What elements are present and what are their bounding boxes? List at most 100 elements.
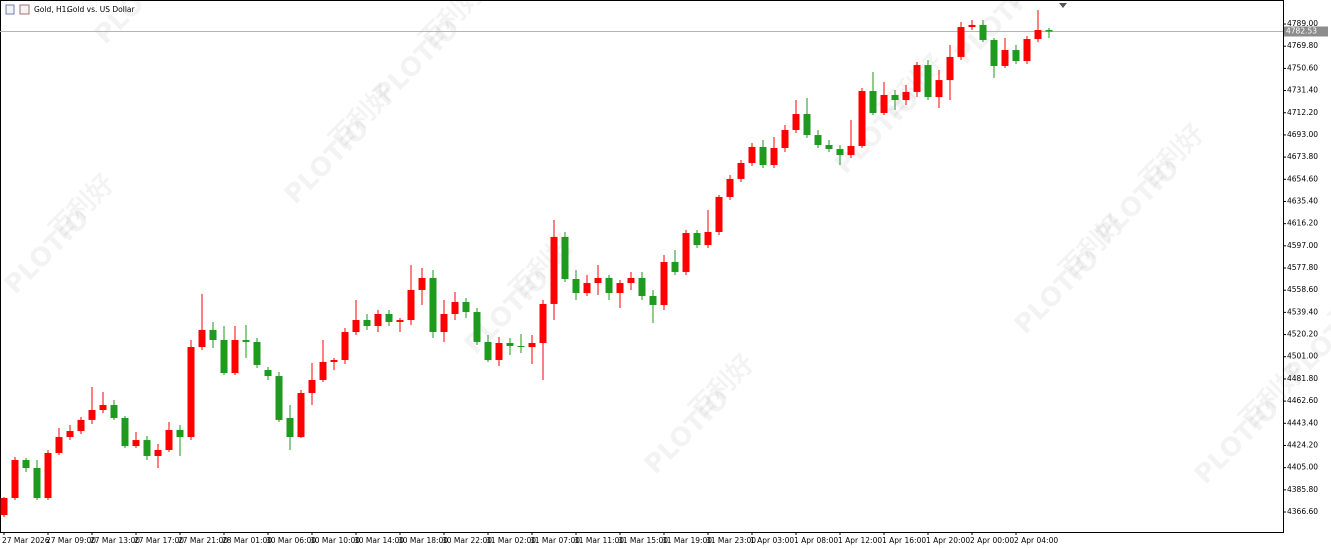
candle-body (605, 277, 613, 293)
candle-body (451, 301, 459, 314)
candle-body (44, 452, 52, 499)
y-tick-label: 4481.80 (1287, 374, 1318, 383)
y-tick-label: 4558.60 (1287, 285, 1318, 294)
menu-icon[interactable] (5, 4, 15, 15)
candle-body (55, 437, 63, 453)
y-tick-label: 4673.80 (1287, 152, 1318, 161)
candle-body (341, 332, 349, 360)
candle-body (704, 231, 712, 246)
candle-body (627, 277, 635, 284)
candle-body (836, 149, 844, 156)
y-tick-label: 4405.00 (1287, 463, 1318, 472)
candle-body (792, 114, 800, 130)
x-tick-label: 30 Mar 06:00 (266, 536, 316, 545)
y-tick-label: 4501.00 (1287, 352, 1318, 361)
candle-body (1034, 30, 1042, 40)
candle-body (66, 431, 74, 438)
x-tick-label: 30 Mar 18:00 (398, 536, 448, 545)
candle-body (286, 417, 294, 438)
candle-body (396, 320, 404, 322)
candle-body (847, 146, 855, 156)
candle-body (737, 163, 745, 179)
candle-body (539, 303, 547, 343)
candle-body (726, 178, 734, 197)
candle-body (22, 460, 30, 468)
candle-body (715, 196, 723, 232)
y-tick-label: 4366.60 (1287, 507, 1318, 516)
candle-body (440, 313, 448, 333)
candle-body (11, 460, 19, 499)
price-label: 4782.53 (1286, 27, 1317, 36)
candle-body (308, 379, 316, 394)
candle-body (517, 346, 525, 348)
candle-body (198, 329, 206, 348)
candle-body (781, 129, 789, 148)
candle-body (649, 295, 657, 305)
candle-body (880, 94, 888, 113)
y-tick-label: 4462.60 (1287, 396, 1318, 405)
y-tick-label: 4577.80 (1287, 263, 1318, 272)
candle-body (275, 376, 283, 420)
candle-body (759, 146, 767, 165)
candle-body (693, 233, 701, 246)
chart-title: Gold, H1: (34, 5, 69, 14)
y-tick-label: 4635.40 (1287, 196, 1318, 205)
y-tick-label: 4539.40 (1287, 307, 1318, 316)
candle-body (528, 342, 536, 348)
x-tick-label: 27 Mar 09:00 (46, 536, 96, 545)
candle-body (418, 277, 426, 290)
candle-body (165, 429, 173, 450)
candle-body (132, 440, 140, 447)
candle-body (803, 114, 811, 136)
candle-body (583, 283, 591, 293)
candle-body (121, 417, 129, 447)
candle-body (484, 341, 492, 360)
x-tick-label: 31 Mar 15:00 (618, 536, 668, 545)
plot-frame (0, 0, 1284, 533)
y-tick-label: 4789.00 (1287, 19, 1318, 28)
x-tick-label: 28 Mar 01:00 (222, 536, 272, 545)
x-tick-label: 31 Mar 19:00 (662, 536, 712, 545)
candle-body (902, 91, 910, 101)
price-label-box (1284, 26, 1328, 37)
candle-body (660, 262, 668, 305)
candle-body (979, 24, 987, 40)
y-tick-label: 4750.60 (1287, 63, 1318, 72)
candle-body (88, 410, 96, 420)
candle-body (330, 359, 338, 362)
y-tick-label: 4693.00 (1287, 130, 1318, 139)
candle-body (220, 339, 228, 374)
candle-body (99, 405, 107, 411)
y-tick-label: 4443.40 (1287, 418, 1318, 427)
candle-body (957, 27, 965, 57)
x-tick-label: 1 Apr 08:00 (794, 536, 838, 545)
candle-body (473, 312, 481, 342)
candle-body (1045, 30, 1053, 32)
x-tick-label: 27 Mar 17:00 (134, 536, 184, 545)
candle-body (770, 147, 778, 165)
candle-body (638, 277, 646, 296)
candle-body (891, 94, 899, 101)
candle-body (319, 361, 327, 380)
x-tick-label: 27 Mar 21:00 (178, 536, 228, 545)
chart-icon[interactable] (19, 4, 30, 15)
y-tick-label: 4712.20 (1287, 108, 1318, 117)
candle-body (869, 91, 877, 113)
y-tick-label: 4769.80 (1287, 41, 1318, 50)
x-tick-label: 30 Mar 22:00 (442, 536, 492, 545)
candle-body (550, 236, 558, 304)
candle-body (572, 278, 580, 293)
candle-body (858, 91, 866, 147)
candle-body (374, 313, 382, 327)
candle-body (968, 24, 976, 28)
candle-body (946, 56, 954, 81)
x-tick-label: 1 Apr 12:00 (838, 536, 882, 545)
candle-body (506, 342, 514, 347)
candle-body (77, 419, 85, 432)
candle-body (143, 440, 151, 456)
candle-body (924, 65, 932, 98)
x-tick-label: 27 Mar 2026 (2, 536, 50, 545)
shift-marker[interactable] (1059, 3, 1067, 8)
